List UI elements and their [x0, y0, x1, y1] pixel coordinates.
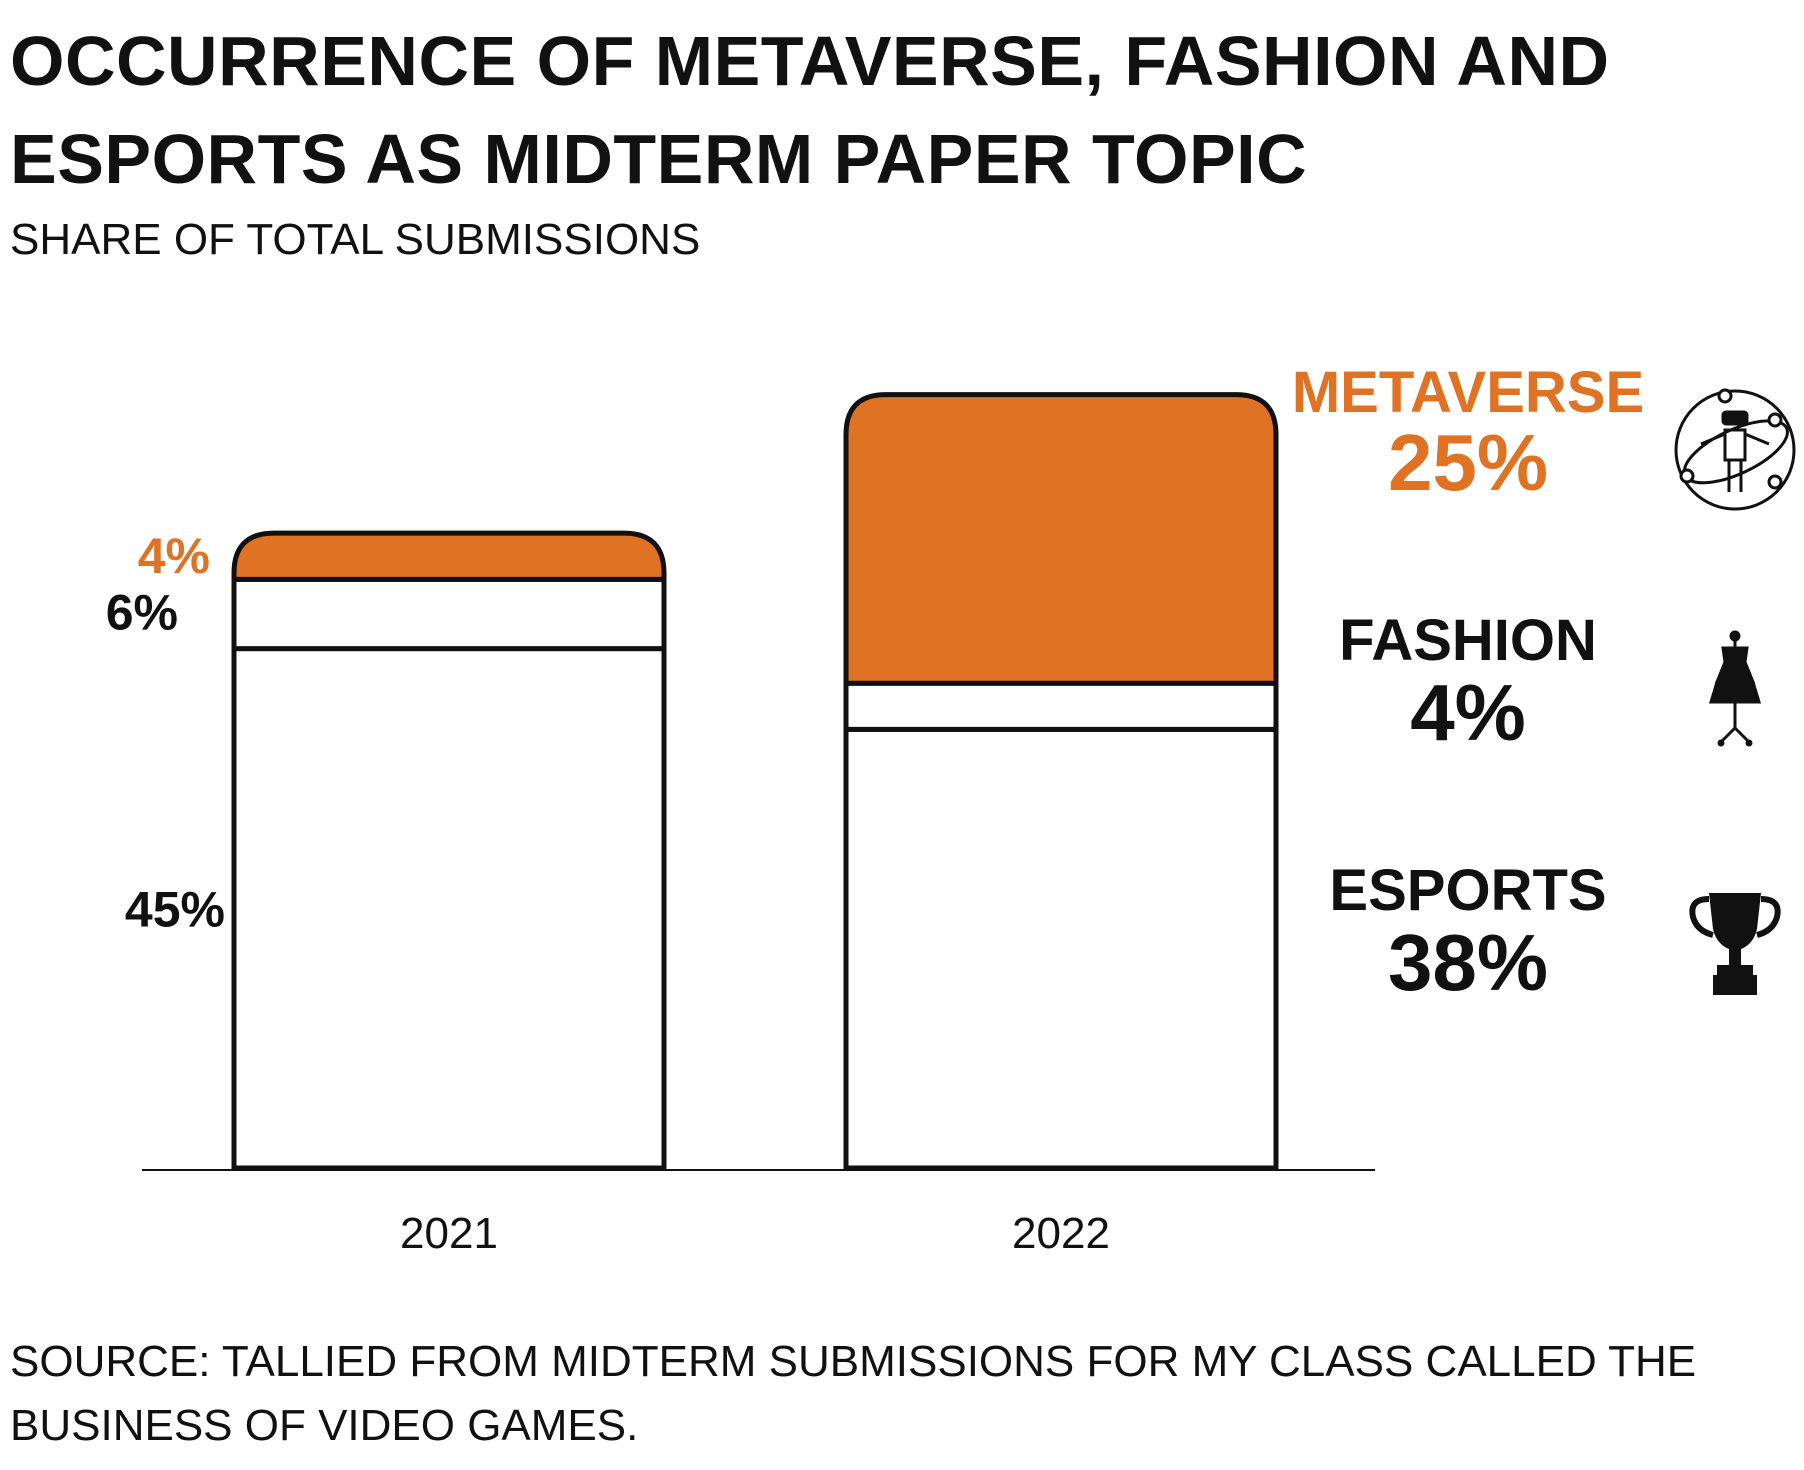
legend-value-esports: 38% — [1388, 918, 1548, 1007]
labels-layer: 2021 45% 6%4% 2022 — [106, 528, 1110, 1258]
bar-2022-metaverse — [843, 392, 1279, 686]
data-label-2021-fashion: 6% — [106, 584, 178, 640]
legend-name-fashion: FASHION — [1339, 608, 1597, 673]
vr-person-orbit-icon — [1674, 388, 1796, 511]
legend-value-metaverse: 25% — [1388, 418, 1548, 507]
x-tick-label-2021: 2021 — [400, 1209, 498, 1258]
legend-value-fashion: 4% — [1410, 668, 1526, 757]
bar-2021-esports — [231, 646, 667, 1171]
legend-name-metaverse: METAVERSE — [1292, 360, 1644, 425]
bars-layer — [231, 392, 1279, 1171]
bar-2021-fashion — [231, 576, 667, 652]
chart-subtitle: SHARE OF TOTAL SUBMISSIONS — [10, 215, 701, 264]
source-note: SOURCE: TALLIED FROM MIDTERM SUBMISSIONS… — [10, 1337, 1697, 1450]
x-tick-label-2022: 2022 — [1012, 1209, 1110, 1258]
bar-2022-esports — [843, 726, 1279, 1171]
data-label-2021-metaverse: 4% — [138, 528, 210, 584]
chart-title: OCCURRENCE OF METAVERSE, FASHION AND ESP… — [10, 22, 1610, 198]
trophy-icon — [1689, 893, 1781, 995]
bar-2021-metaverse — [231, 530, 667, 582]
data-label-2021-esports: 45% — [125, 881, 225, 937]
legend-name-esports: ESPORTS — [1329, 858, 1606, 923]
bar-2022-fashion — [843, 680, 1279, 732]
dress-form-icon — [1708, 630, 1762, 747]
